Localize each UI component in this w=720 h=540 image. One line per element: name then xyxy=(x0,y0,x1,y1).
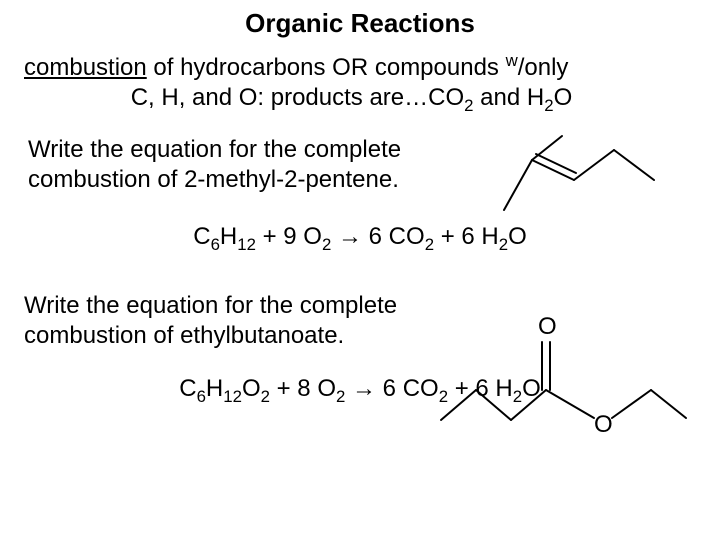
prompt1-l2: combustion of 2-methyl-2-pentene. xyxy=(28,166,399,193)
intro-paragraph: combustion of hydrocarbons OR compounds … xyxy=(24,51,696,117)
intro-sup-w: w xyxy=(506,51,518,70)
intro-rest-1: of hydrocarbons OR compounds xyxy=(147,54,506,81)
eq2-s2b: 12 xyxy=(223,386,242,405)
eq2-h: H xyxy=(206,375,223,402)
eq1-h: H xyxy=(220,223,237,250)
intro-line2-a: C, H, and O: products are…CO xyxy=(131,84,464,111)
eq1-plus2: + 6 H xyxy=(434,223,499,250)
intro-line2-end: O xyxy=(554,84,573,111)
eq1-s1e: 2 xyxy=(499,235,508,254)
intro-sub-2a: 2 xyxy=(464,96,473,115)
intro-sub-2b: 2 xyxy=(544,96,553,115)
page-title: Organic Reactions xyxy=(0,0,720,39)
combustion-word: combustion xyxy=(24,54,147,81)
prompt2-l2: combustion of ethylbutanoate. xyxy=(24,322,344,349)
molecule-1-structure xyxy=(484,130,684,220)
eq1-c: C xyxy=(193,223,210,250)
eq1-s1c: 2 xyxy=(322,235,331,254)
eq2-o: O xyxy=(242,375,261,402)
eq2-s2a: 6 xyxy=(197,386,206,405)
prompt1-l1: Write the equation for the complete xyxy=(28,136,401,163)
prompt2-l1: Write the equation for the complete xyxy=(24,292,397,319)
eq1-s1d: 2 xyxy=(425,235,434,254)
eq1-arrow: → 6 CO xyxy=(331,223,424,250)
eq2-s2d: 2 xyxy=(336,386,345,405)
intro-line2-mid: and H xyxy=(474,84,545,111)
equation-1: C6H12 + 9 O2 → 6 CO2 + 6 H2O xyxy=(0,223,720,255)
eq1-end: O xyxy=(508,223,527,250)
eq1-plus1: + 9 O xyxy=(256,223,322,250)
mol2-o-top: O xyxy=(538,313,557,340)
eq1-s1b: 12 xyxy=(237,235,256,254)
eq2-plus1: + 8 O xyxy=(270,375,336,402)
eq2-s2c: 2 xyxy=(261,386,270,405)
eq2-c: C xyxy=(179,375,196,402)
molecule-2-structure: O O xyxy=(426,310,696,450)
eq1-s1a: 6 xyxy=(211,235,220,254)
intro-tail-1: /only xyxy=(518,54,569,81)
mol2-o-right: O xyxy=(594,411,613,438)
eq2-arrow: → 6 CO xyxy=(345,375,438,402)
